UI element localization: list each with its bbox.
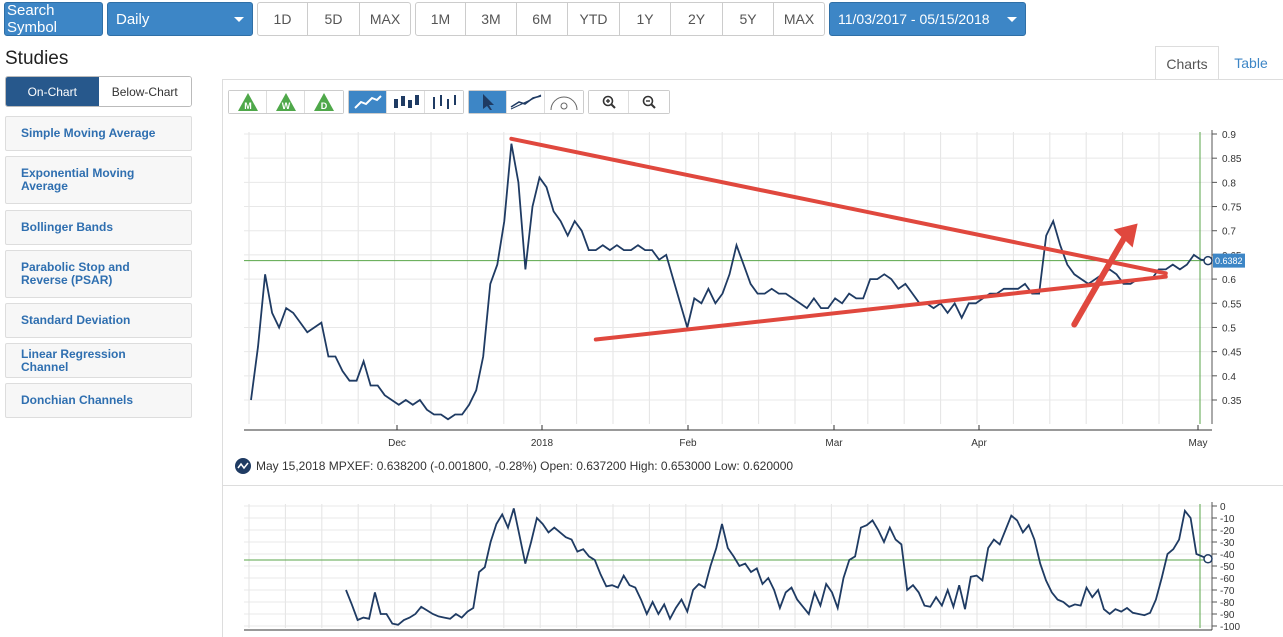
y-tick-label: -20 xyxy=(1220,526,1235,537)
panel-divider xyxy=(222,485,1283,486)
annotation-arrow-shaft xyxy=(1071,232,1129,328)
last-value-marker xyxy=(1203,255,1213,266)
line-chart-icon[interactable] xyxy=(349,91,387,113)
ohlc-chart-icon[interactable] xyxy=(425,91,463,113)
indicator-chart[interactable]: 0-10-20-30-40-50-60-70-80-90-100 xyxy=(222,496,1283,637)
y-tick-label: 0.85 xyxy=(1222,154,1242,165)
y-tick-label: 0.6 xyxy=(1222,275,1236,286)
studies-title: Studies xyxy=(5,48,69,69)
search-symbol-button[interactable]: Search Symbol xyxy=(4,2,103,36)
y-tick-label: -40 xyxy=(1220,550,1235,561)
daily-tool-icon[interactable]: D xyxy=(305,91,343,113)
y-tick-label: -60 xyxy=(1220,574,1235,585)
y-tick-label: -100 xyxy=(1220,622,1240,633)
chevron-down-icon xyxy=(1007,16,1017,22)
fibonacci-tool-icon[interactable] xyxy=(545,91,583,113)
study-donchian-channels[interactable]: Donchian Channels xyxy=(5,383,192,418)
date-range-label: 11/03/2017 - 05/15/2018 xyxy=(838,11,990,27)
drawing-tool-group xyxy=(468,90,584,114)
y-tick-label: -50 xyxy=(1220,562,1235,573)
range-button-1d[interactable]: 1D xyxy=(258,3,308,35)
last-value-badge xyxy=(1213,253,1245,268)
quote-info-line: May 15,2018 MPXEF: 0.638200 (-0.001800, … xyxy=(234,457,793,475)
tab-on-chart[interactable]: On-Chart xyxy=(6,77,99,106)
price-series-line xyxy=(250,143,1209,421)
tab-table[interactable]: Table xyxy=(1234,55,1268,71)
y-tick-label: 0.5 xyxy=(1222,323,1236,334)
y-tick-label: -90 xyxy=(1220,610,1235,621)
study-standard-deviation[interactable]: Standard Deviation xyxy=(5,303,192,338)
range-group-a: 1D 5D MAX xyxy=(257,2,411,36)
indicator-series-line xyxy=(345,508,1209,626)
chart-type-group xyxy=(348,90,464,114)
range-button-6m[interactable]: 6M xyxy=(517,3,568,35)
y-tick-label: 0.9 xyxy=(1222,130,1236,141)
annotation-arrow-head xyxy=(1113,223,1138,248)
price-chart[interactable]: 0.350.40.450.50.550.60.650.70.750.80.850… xyxy=(222,122,1283,452)
x-tick-label: Apr xyxy=(971,438,987,449)
pointer-icon[interactable] xyxy=(469,91,507,113)
view-tabs: Charts Table xyxy=(1155,46,1283,80)
x-tick-label: Feb xyxy=(679,438,697,449)
y-tick-label: 0.35 xyxy=(1222,396,1242,407)
y-tick-label: -10 xyxy=(1220,514,1235,525)
chart-tools: M W D xyxy=(228,90,670,114)
interval-dropdown[interactable]: Daily xyxy=(107,2,253,36)
study-linear-regression-channel[interactable]: Linear Regression Channel xyxy=(5,343,192,378)
top-toolbar: Search Symbol Daily 1D 5D MAX 1M 3M 6M Y… xyxy=(4,2,1026,36)
chart-frame xyxy=(222,79,1283,637)
weekly-tool-icon[interactable]: W xyxy=(267,91,305,113)
period-tool-group: M W D xyxy=(228,90,344,114)
x-tick-label: Mar xyxy=(825,438,843,449)
range-button-3m[interactable]: 3M xyxy=(466,3,517,35)
y-tick-label: 0.4 xyxy=(1222,372,1236,383)
last-value-label: 0.6382 xyxy=(1215,256,1243,266)
y-tick-label: 0 xyxy=(1220,502,1226,513)
tab-below-chart[interactable]: Below-Chart xyxy=(98,77,191,106)
studies-tabs: On-Chart Below-Chart xyxy=(5,76,192,107)
y-tick-label: 0.55 xyxy=(1222,299,1242,310)
study-psar[interactable]: Parabolic Stop and Reverse (PSAR) xyxy=(5,250,192,298)
chevron-down-icon xyxy=(234,16,244,22)
zoom-tool-group xyxy=(588,90,670,114)
y-tick-label: 0.8 xyxy=(1222,178,1236,189)
y-tick-label: -30 xyxy=(1220,538,1235,549)
x-tick-label: 2018 xyxy=(531,438,554,449)
y-tick-label: 0.45 xyxy=(1222,348,1242,359)
daily-tool-label: D xyxy=(321,101,328,111)
weekly-tool-label: W xyxy=(281,101,290,111)
range-button-max[interactable]: MAX xyxy=(369,11,401,27)
range-button-2y[interactable]: 2Y xyxy=(671,3,723,35)
y-tick-label: -70 xyxy=(1220,586,1235,597)
quote-info-text: May 15,2018 MPXEF: 0.638200 (-0.001800, … xyxy=(256,459,794,473)
study-simple-moving-average[interactable]: Simple Moving Average xyxy=(5,116,192,151)
range-button-ytd[interactable]: YTD xyxy=(568,3,620,35)
monthly-tool-icon[interactable]: M xyxy=(229,91,267,113)
range-button-5d[interactable]: 5D xyxy=(308,3,360,35)
trendline xyxy=(593,274,1168,342)
interval-label: Daily xyxy=(116,10,150,28)
y-tick-label: -80 xyxy=(1220,598,1235,609)
monthly-tool-label: M xyxy=(244,101,252,111)
study-exponential-moving-average[interactable]: Exponential Moving Average xyxy=(5,156,192,204)
x-tick-label: Dec xyxy=(388,438,406,449)
range-button-max-b[interactable]: MAX xyxy=(783,11,815,27)
y-tick-label: 0.7 xyxy=(1222,227,1236,238)
study-bollinger-bands[interactable]: Bollinger Bands xyxy=(5,210,192,245)
trendline-tool-icon[interactable] xyxy=(507,91,545,113)
indicator-last-marker xyxy=(1203,554,1213,564)
range-group-b: 1M 3M 6M YTD 1Y 2Y 5Y MAX xyxy=(415,2,825,36)
date-range-dropdown[interactable]: 11/03/2017 - 05/15/2018 xyxy=(829,2,1026,36)
range-button-1m[interactable]: 1M xyxy=(416,3,466,35)
tab-charts[interactable]: Charts xyxy=(1155,46,1219,80)
x-tick-label: May xyxy=(1189,438,1208,449)
y-tick-label: 0.75 xyxy=(1222,203,1242,214)
candlestick-chart-icon[interactable] xyxy=(387,91,425,113)
trendline xyxy=(509,136,1168,276)
range-button-1y[interactable]: 1Y xyxy=(620,3,671,35)
zoom-in-icon[interactable] xyxy=(589,91,629,113)
zoom-out-icon[interactable] xyxy=(629,91,669,113)
range-button-5y[interactable]: 5Y xyxy=(723,3,774,35)
line-series-icon xyxy=(235,458,251,474)
